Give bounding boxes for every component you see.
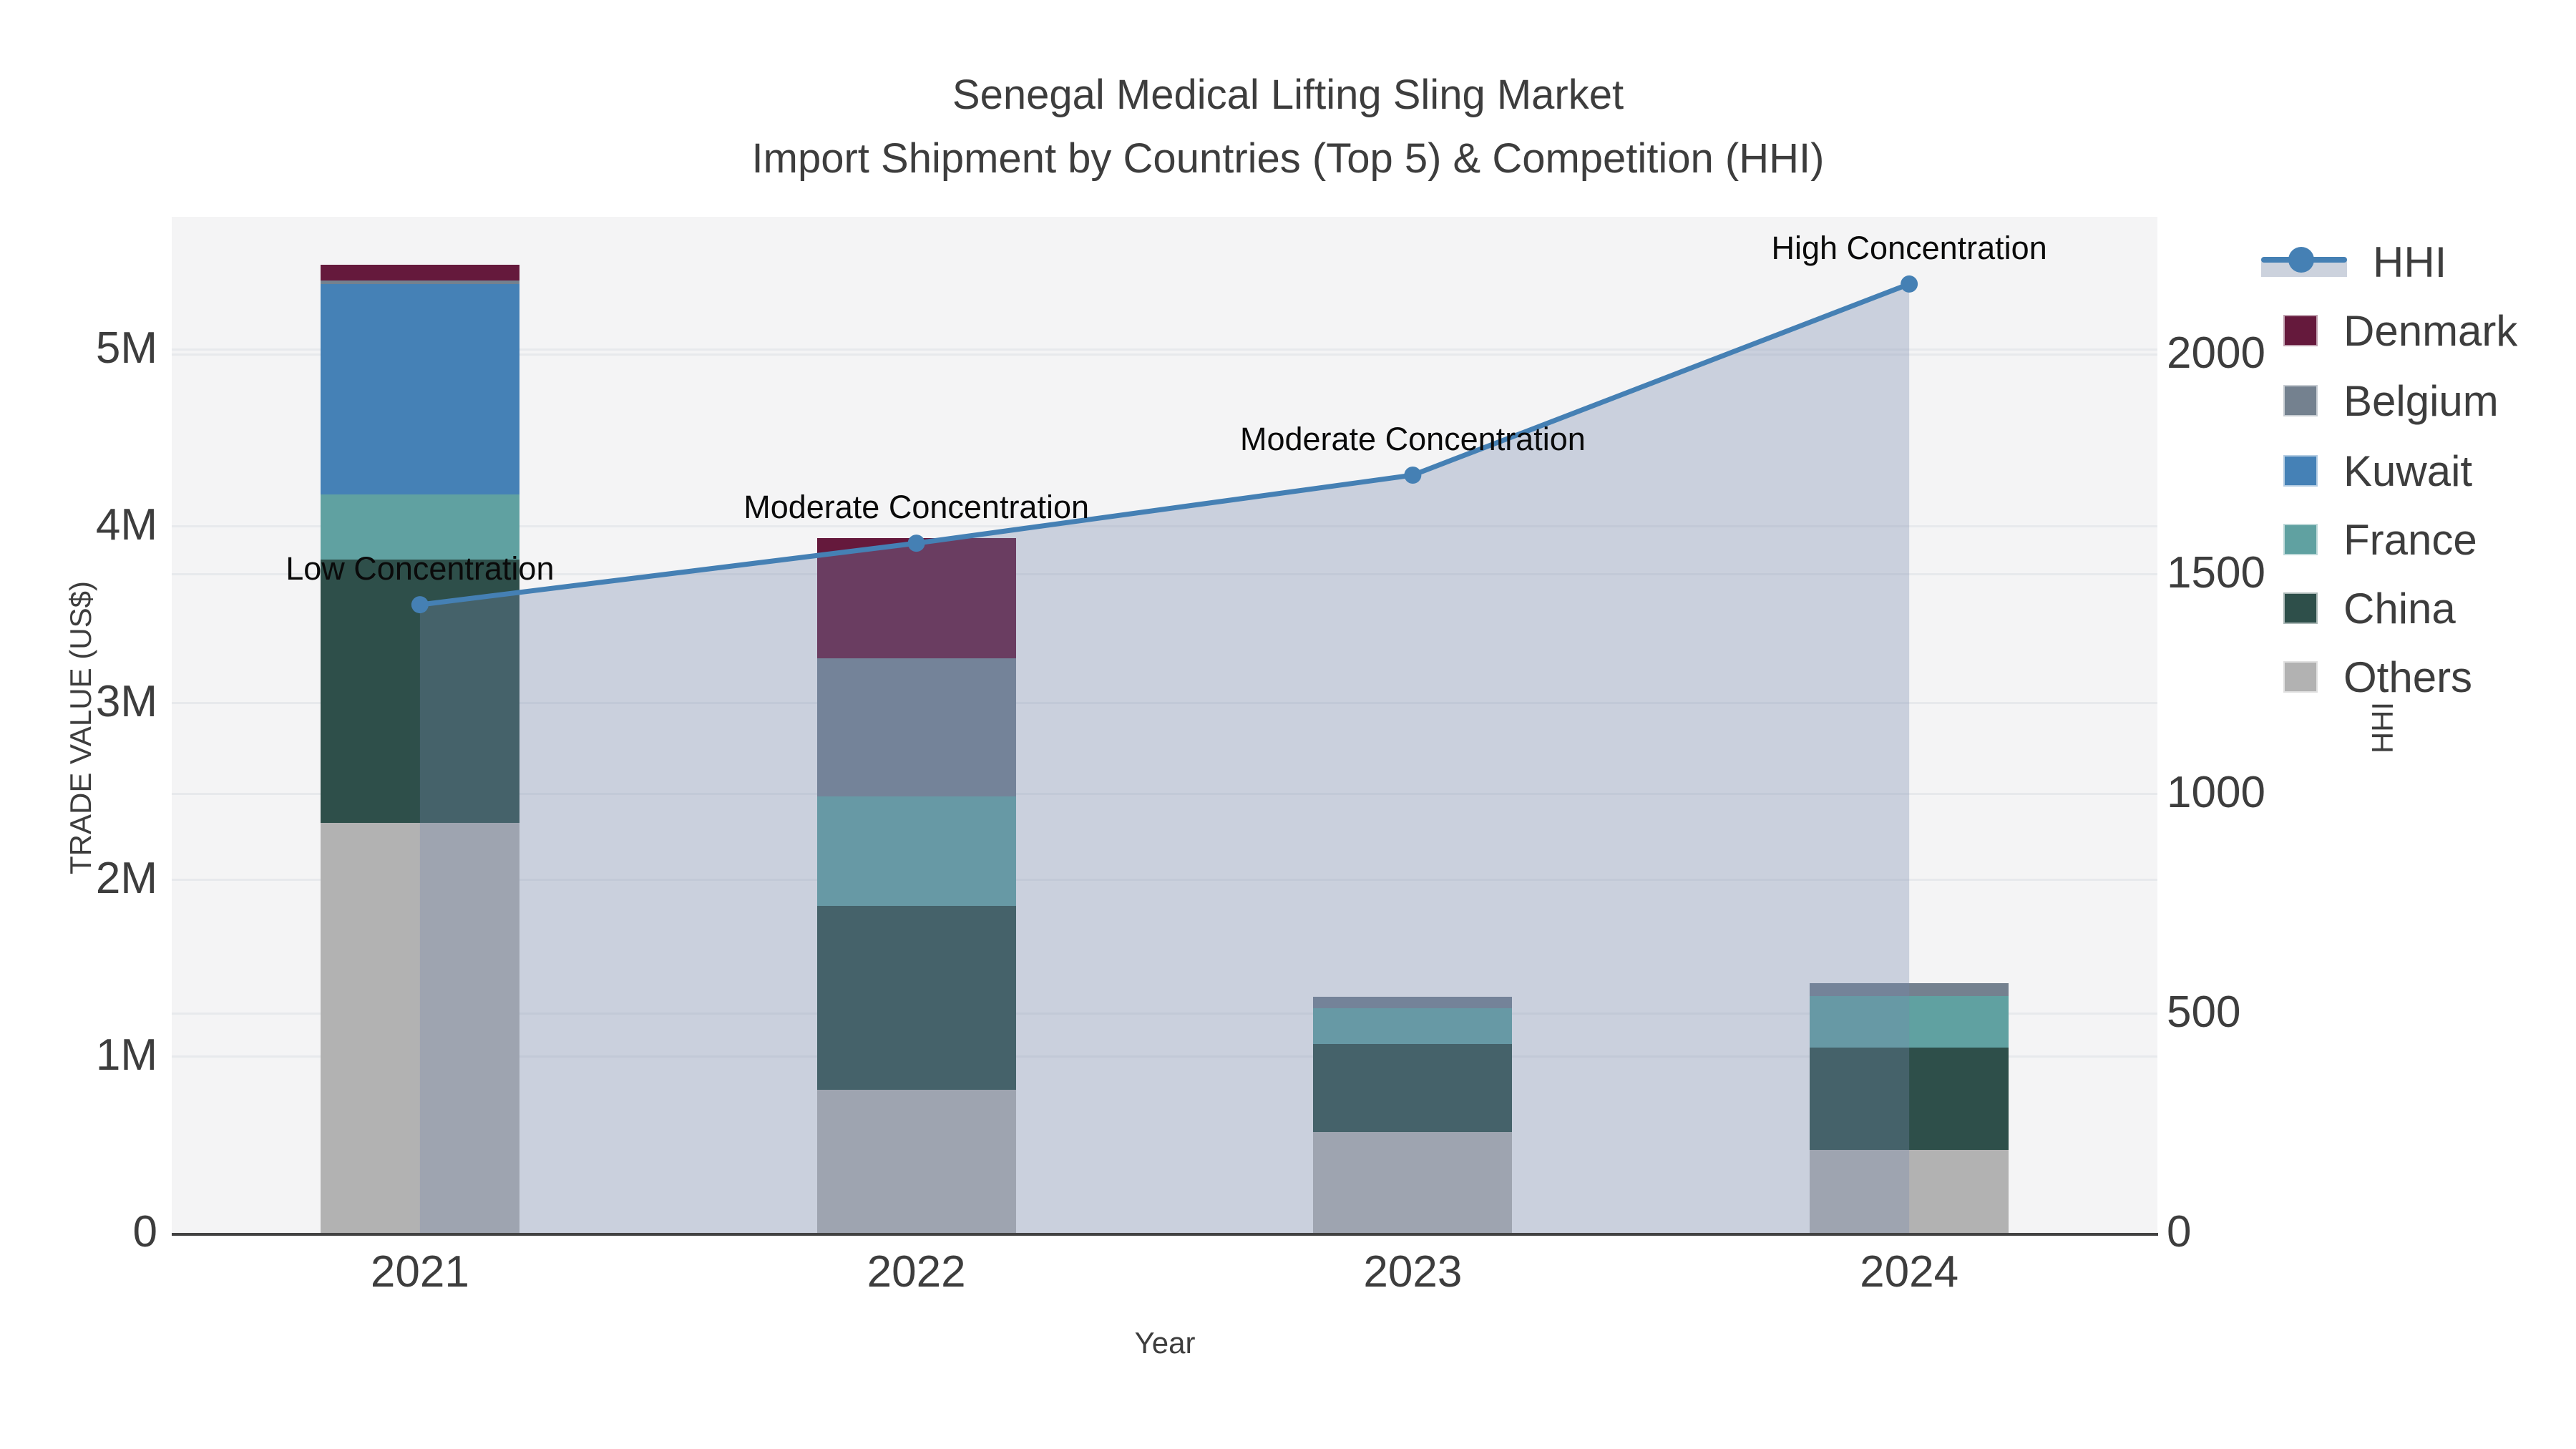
legend-hhi-line-icon (2261, 245, 2347, 278)
y-tick-2M: 2M (95, 854, 157, 904)
legend-label-kuwait: Kuwait (2343, 447, 2473, 495)
legend-item-kuwait[interactable]: Kuwait (2261, 447, 2472, 495)
legend-label-china: China (2343, 584, 2456, 633)
legend-item-france[interactable]: France (2261, 516, 2477, 564)
y-tick-4M: 4M (95, 500, 157, 550)
y-tick-1M: 1M (95, 1030, 157, 1080)
gridline-hhi-1000 (172, 792, 2157, 795)
legend-label-belgium: Belgium (2343, 376, 2499, 425)
legend-label-denmark: Denmark (2343, 306, 2518, 355)
bar-segment-2022-belgium (816, 658, 1016, 797)
bar-segment-2021-belgium (320, 280, 519, 284)
legend-swatch-others (2283, 661, 2318, 693)
bar-segment-2023-belgium (1313, 997, 1513, 1009)
x-tick-2021: 2021 (370, 1247, 469, 1297)
legend-item-belgium[interactable]: Belgium (2261, 377, 2499, 425)
annotation-2021: Low Concentration (286, 550, 555, 587)
annotation-2023: Moderate Concentration (1239, 420, 1586, 457)
legend-swatch-china (2283, 592, 2318, 624)
y2-tick-500: 500 (2167, 987, 2241, 1038)
legend-item-hhi[interactable]: HHI (2261, 238, 2446, 286)
plot-area (172, 217, 2157, 1233)
y2-tick-1500: 1500 (2167, 548, 2265, 598)
legend-label-france: France (2343, 515, 2477, 564)
y-tick-0: 0 (132, 1207, 157, 1257)
gridline-hhi-500 (172, 1012, 2157, 1015)
bar-segment-2021-china (320, 560, 519, 824)
bar-segment-2021-kuwait (320, 283, 519, 494)
gridline-trade-1M (172, 1055, 2157, 1058)
legend-swatch-kuwait (2283, 455, 2318, 487)
y-tick-5M: 5M (95, 323, 157, 374)
legend-hhi-marker-dot (2288, 247, 2314, 273)
bar-segment-2024-france (1810, 996, 2009, 1048)
y2-tick-1000: 1000 (2167, 768, 2265, 818)
gridline-trade-2M (172, 878, 2157, 881)
y-axis-title: TRADE VALUE (US$) (64, 581, 97, 874)
legend-label-others: Others (2343, 653, 2473, 701)
legend-swatch-belgium (2283, 385, 2318, 416)
hhi-marker-2023 (1404, 466, 1422, 484)
legend-item-others[interactable]: Others (2261, 653, 2472, 701)
bar-segment-2023-others (1313, 1132, 1513, 1233)
x-tick-2024: 2024 (1860, 1247, 1959, 1297)
legend-item-denmark[interactable]: Denmark (2261, 307, 2517, 355)
bar-segment-2022-denmark (816, 538, 1016, 659)
annotation-2022: Moderate Concentration (743, 489, 1090, 526)
bar-segment-2022-france (816, 796, 1016, 907)
y2-tick-2000: 2000 (2167, 328, 2265, 379)
bar-segment-2024-others (1810, 1149, 2009, 1233)
bar-segment-2023-france (1313, 1008, 1513, 1044)
hhi-area-fill (419, 283, 1910, 1233)
bar-segment-2022-others (816, 1089, 1016, 1233)
bar-segment-2021-denmark (320, 264, 519, 280)
x-axis-title: Year (1134, 1326, 1196, 1360)
x-tick-2022: 2022 (867, 1247, 966, 1297)
chart-title-line2: Import Shipment by Countries (Top 5) & C… (751, 135, 1825, 182)
annotation-2024: High Concentration (1771, 229, 2047, 266)
bar-segment-2024-belgium (1810, 982, 2009, 997)
legend-label-hhi: HHI (2373, 238, 2447, 286)
y2-tick-0: 0 (2167, 1207, 2192, 1257)
x-tick-2023: 2023 (1363, 1247, 1463, 1297)
chart-title-line1: Senegal Medical Lifting Sling Market (952, 72, 1624, 118)
bar-segment-2021-others (320, 823, 519, 1233)
bar-segment-2024-china (1810, 1047, 2009, 1150)
legend-swatch-denmark (2283, 315, 2318, 346)
x-axis-line (172, 1233, 2158, 1236)
y-tick-3M: 3M (95, 677, 157, 727)
bar-segment-2023-china (1313, 1043, 1513, 1133)
hhi-marker-2024 (1901, 275, 1918, 293)
legend-item-china[interactable]: China (2261, 584, 2456, 633)
gridline-trade-3M (172, 701, 2157, 704)
legend-swatch-france (2283, 524, 2318, 555)
bar-segment-2022-china (816, 906, 1016, 1090)
hhi-line (419, 281, 1911, 608)
